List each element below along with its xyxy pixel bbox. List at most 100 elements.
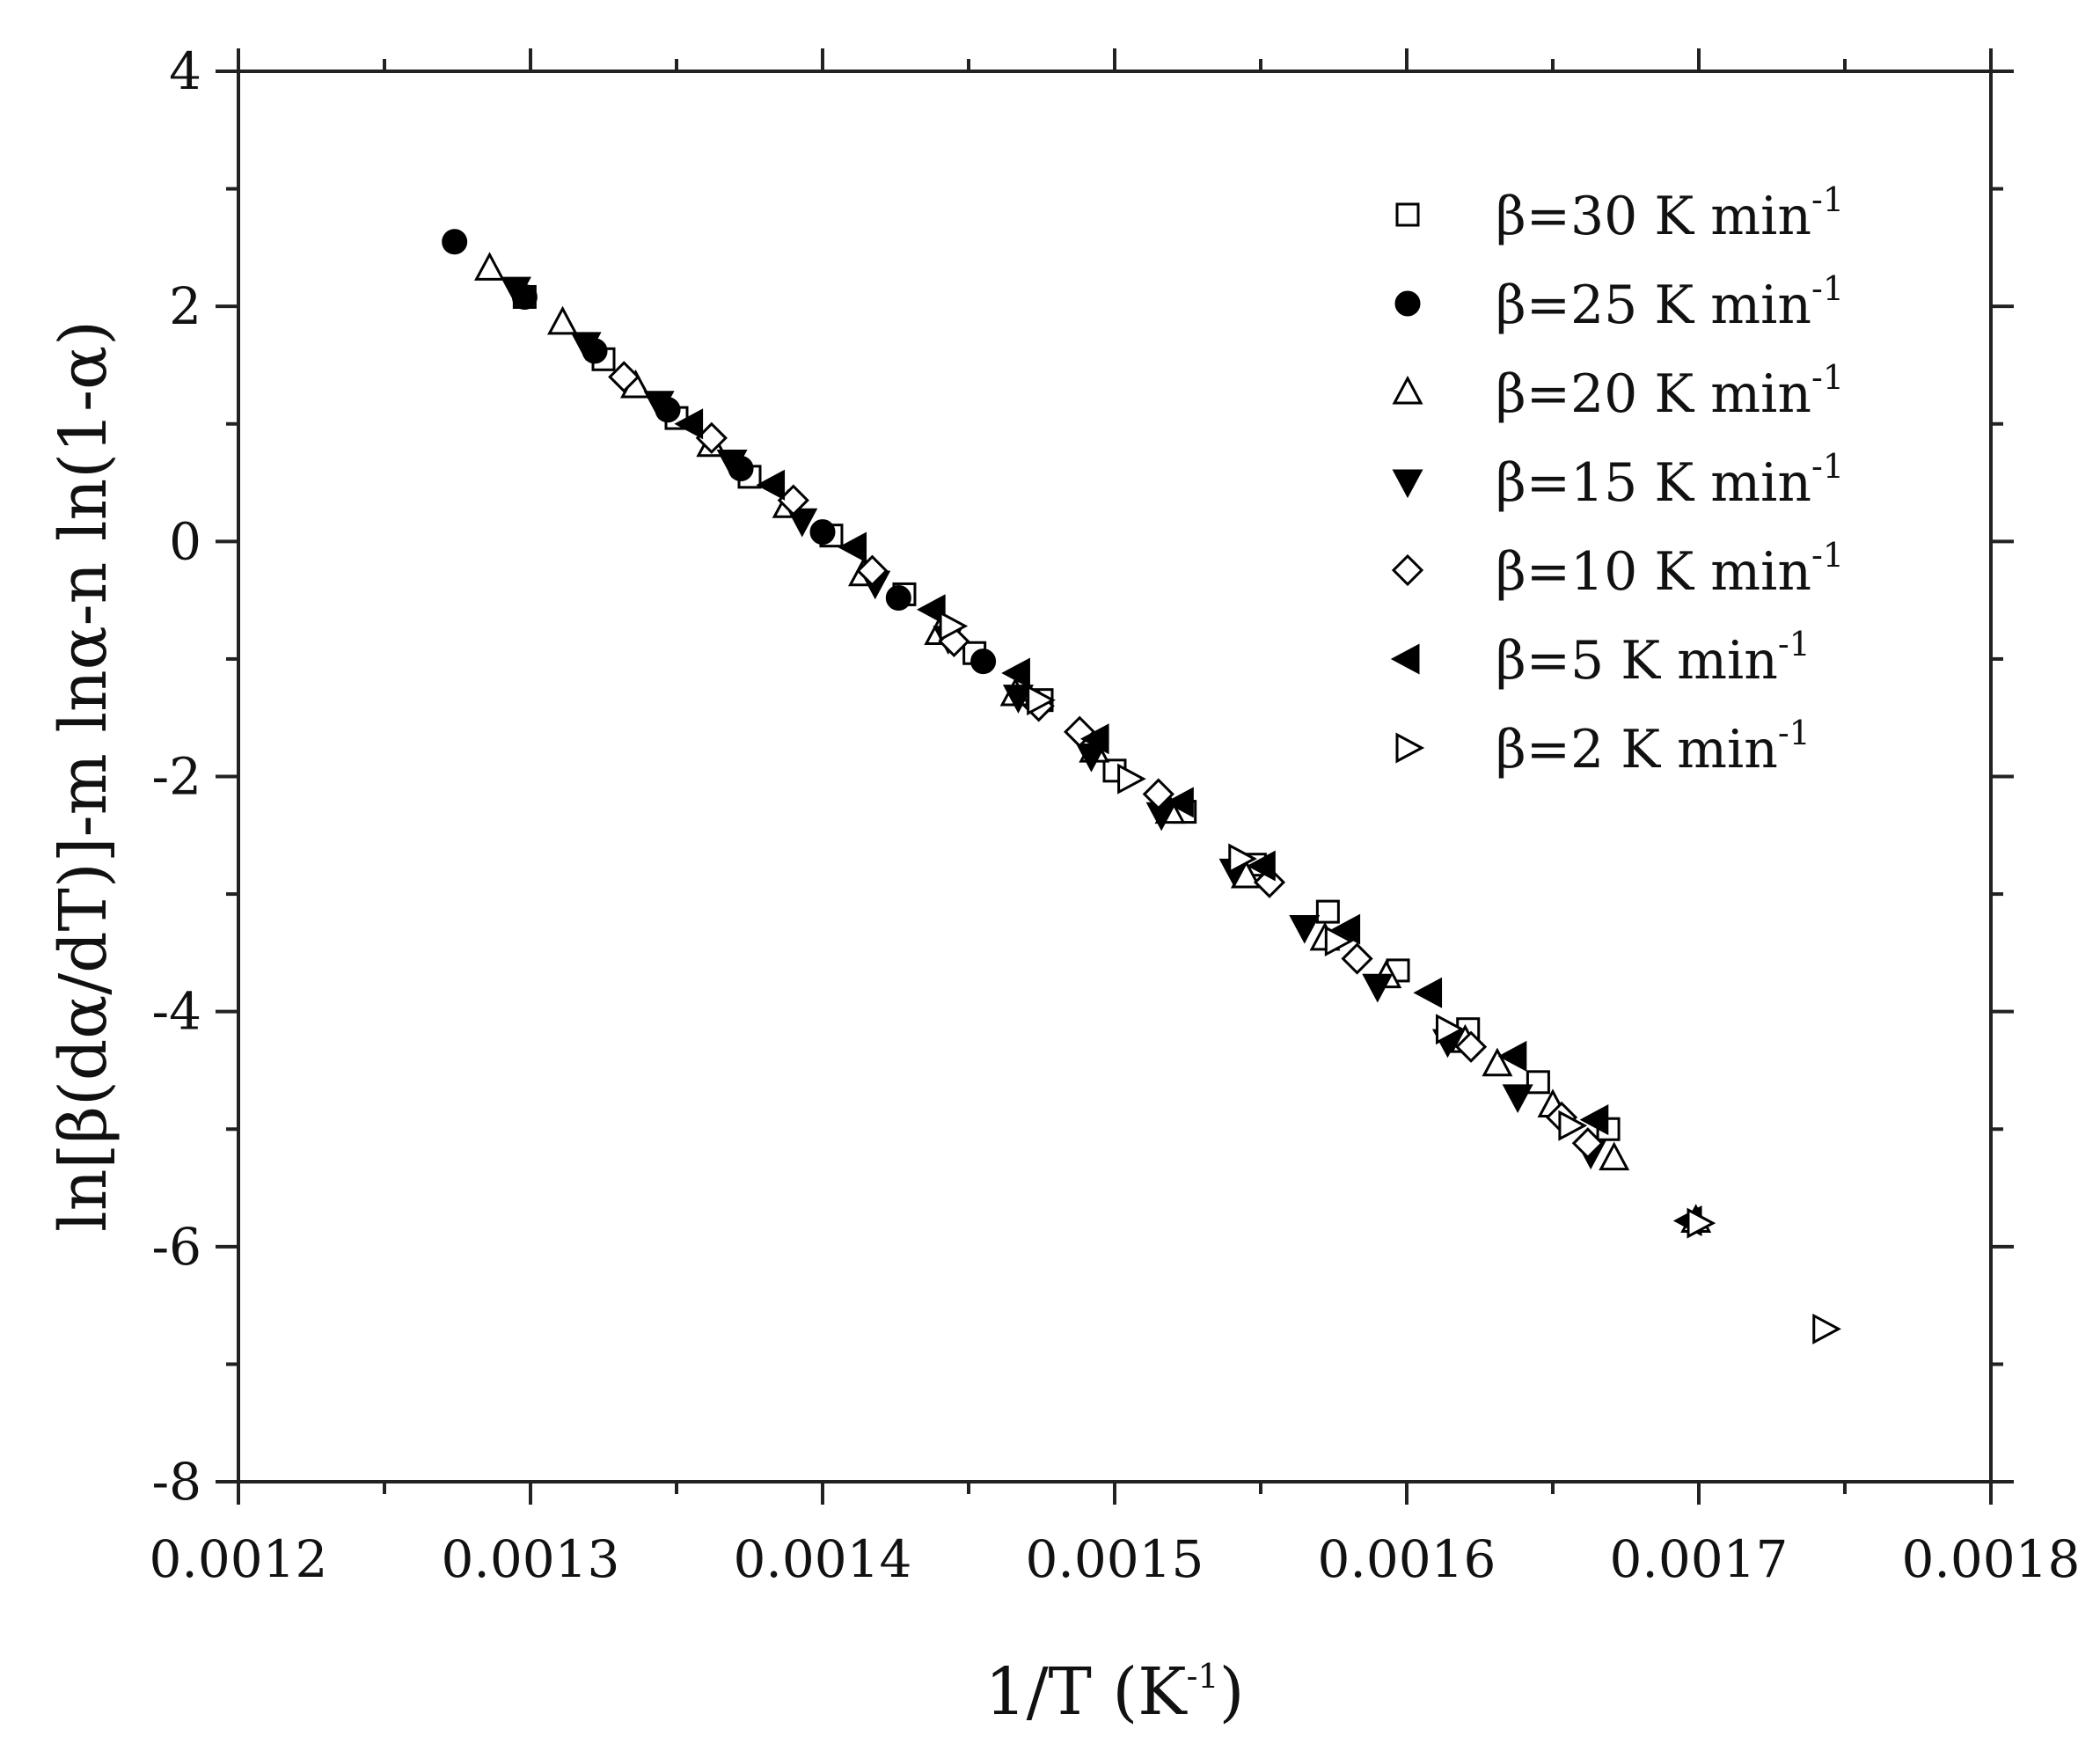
data-point <box>1413 977 1443 1008</box>
x-axis-title-main: 1/T (K <box>985 1654 1189 1730</box>
x-tick-label: 0.0014 <box>734 1529 912 1589</box>
data-point <box>1289 914 1321 944</box>
x-tick-label: 0.0016 <box>1318 1529 1496 1589</box>
tick-labels: 0.0012 0.0013 0.0014 0.0015 0.0016 0.0017 0.00… <box>150 41 2081 1589</box>
legend-label-sup: -1 <box>1811 447 1844 486</box>
data-point <box>1454 1030 1488 1063</box>
y-axis-title: ln[β(dα/dT)]-m lnα-n ln(1-α) <box>46 320 121 1232</box>
data-point <box>838 531 867 563</box>
data-point <box>1165 787 1194 818</box>
legend-label-sup: -1 <box>1811 536 1844 575</box>
data-point <box>856 554 889 587</box>
legend-label: β=2 K min-1 <box>1496 714 1811 780</box>
legend-label-main: β=20 K min <box>1496 363 1811 425</box>
x-axis-title-suffix: ) <box>1219 1654 1245 1730</box>
x-tick-label: 0.0015 <box>1026 1529 1204 1589</box>
data-markers <box>442 229 1841 1344</box>
data-point <box>1526 1070 1550 1095</box>
data-point <box>1001 657 1030 689</box>
y-tick-label: 2 <box>169 276 201 336</box>
data-point <box>809 519 836 546</box>
y-tick-label: 0 <box>169 511 201 571</box>
x-axis-title-sup: -1 <box>1187 1657 1219 1696</box>
data-point <box>547 305 579 335</box>
legend-label-main: β=15 K min <box>1496 452 1811 514</box>
data-point <box>1579 1104 1609 1136</box>
legend-item: β=15 K min-1 <box>1392 447 1844 514</box>
legend-label-sup: -1 <box>1811 358 1844 397</box>
data-point <box>1027 685 1056 716</box>
legend-label-main: β=10 K min <box>1496 541 1811 603</box>
legend-item: β=20 K min-1 <box>1392 358 1844 425</box>
legend-label-main: β=5 K min <box>1496 630 1778 692</box>
y-tick-label: -2 <box>152 747 202 807</box>
legend-marker <box>1392 375 1423 405</box>
y-tick-label: -4 <box>152 982 202 1042</box>
data-point <box>885 584 911 611</box>
data-point <box>1497 1040 1527 1072</box>
data-point <box>1571 1127 1604 1160</box>
legend-marker <box>1390 643 1420 675</box>
data-point <box>1315 899 1340 924</box>
data-point <box>643 391 675 420</box>
data-point <box>756 469 786 501</box>
legend-label-main: β=25 K min <box>1496 275 1811 336</box>
data-point <box>1812 1313 1841 1344</box>
data-point <box>474 252 506 281</box>
x-tick-label: 0.0017 <box>1610 1529 1789 1589</box>
data-point <box>1435 1014 1465 1045</box>
y-tick-label: 4 <box>169 41 201 101</box>
legend-item: β=30 K min-1 <box>1395 180 1844 247</box>
x-tick-label: 0.0012 <box>150 1529 328 1589</box>
legend: β=30 K min-1β=25 K min-1β=20 K min-1β=15… <box>1390 180 1844 780</box>
x-tick-label: 0.0018 <box>1902 1529 2081 1589</box>
data-point <box>1558 1110 1588 1141</box>
data-point <box>674 408 704 440</box>
data-point <box>787 508 818 538</box>
legend-item: β=2 K min-1 <box>1395 714 1811 780</box>
data-point <box>1142 778 1174 810</box>
data-point <box>442 229 468 255</box>
legend-item: β=25 K min-1 <box>1394 269 1844 336</box>
legend-label-sup: -1 <box>1811 269 1844 308</box>
data-point <box>1253 866 1286 898</box>
legend-label-main: β=2 K min <box>1496 719 1778 780</box>
legend-label: β=15 K min-1 <box>1496 447 1844 514</box>
data-point <box>1247 850 1276 882</box>
legend-label-sup: -1 <box>1811 180 1844 219</box>
legend-label: β=20 K min-1 <box>1496 358 1844 425</box>
y-tick-label: -8 <box>152 1452 202 1512</box>
data-point <box>1117 763 1146 795</box>
data-point <box>500 276 531 306</box>
data-point <box>970 648 997 675</box>
data-point <box>1599 1141 1630 1171</box>
data-point <box>1362 973 1394 1003</box>
data-point <box>1002 685 1034 714</box>
data-point <box>1324 926 1354 957</box>
legend-label: β=5 K min-1 <box>1496 625 1811 692</box>
legend-marker <box>1392 469 1423 499</box>
legend-marker <box>1395 732 1425 764</box>
data-point <box>570 332 602 362</box>
data-point <box>1482 1047 1513 1077</box>
data-point <box>939 611 969 642</box>
legend-marker <box>1394 290 1421 317</box>
data-point <box>1687 1207 1716 1239</box>
legend-label: β=25 K min-1 <box>1496 269 1844 336</box>
legend-item: β=5 K min-1 <box>1390 625 1811 692</box>
data-point <box>1502 1084 1533 1114</box>
series-4 <box>608 361 1604 1160</box>
legend-label: β=10 K min-1 <box>1496 536 1844 603</box>
legend-label-main: β=30 K min <box>1496 186 1811 247</box>
series-6 <box>939 611 1841 1344</box>
data-point <box>608 361 640 393</box>
data-point <box>1341 942 1373 975</box>
series-0 <box>512 284 1621 1141</box>
legend-label-sup: -1 <box>1778 625 1811 663</box>
legend-item: β=10 K min-1 <box>1391 536 1844 603</box>
legend-marker <box>1391 553 1424 587</box>
data-point <box>1079 723 1109 755</box>
data-point <box>1331 913 1361 945</box>
legend-label: β=30 K min-1 <box>1496 180 1844 247</box>
